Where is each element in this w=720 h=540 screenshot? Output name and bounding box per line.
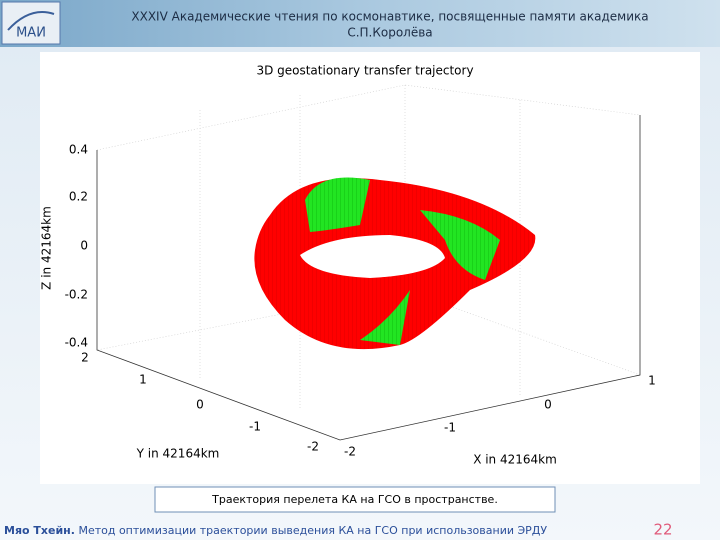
logo-arc [7, 11, 55, 31]
x-tick-label: 1 [648, 374, 656, 388]
orbit-thrust-arc [420, 210, 500, 280]
orbit-hole [300, 235, 445, 278]
x-tick-label: -2 [344, 445, 356, 459]
plot-title: 3D geostationary transfer trajectory [256, 64, 473, 78]
caption: Траектория перелета КА на ГСО в простран… [211, 493, 498, 506]
logo-text: МАИ [16, 26, 46, 41]
z-tick-label: -0.2 [65, 288, 88, 302]
header-title: XXXIV Академические чтения по космонавти… [131, 10, 648, 24]
page-number: 22 [653, 521, 672, 539]
z-axis-label: Z in 42164km [40, 206, 54, 290]
orbit-thrust-arc [360, 290, 410, 345]
tick-labels: 0.4 0.2 0 -0.2 -0.42 1 0 -1 -2 -2 -1 0 1 [65, 143, 656, 459]
y-tick-label: 1 [139, 373, 147, 387]
x-axis-label: X in 42164km [473, 453, 557, 467]
x-tick-label: 0 [544, 398, 552, 412]
x-tick-label: -1 [444, 421, 456, 435]
axes-frame [96, 115, 641, 441]
z-tick-label: 0.4 [69, 143, 88, 157]
y-tick-label: 2 [81, 351, 89, 365]
header-band [0, 0, 720, 47]
z-tick-label: -0.4 [65, 336, 88, 350]
y-tick-label: -2 [307, 440, 319, 454]
orbit-thrust-arc [305, 177, 370, 232]
z-tick-label: 0 [80, 239, 88, 253]
caption-box [154, 486, 556, 513]
footer-text: Метод оптимизации траектории выведения К… [78, 524, 547, 537]
y-tick-label: -1 [249, 420, 261, 434]
footer-author: Мяо Тхейн. [4, 524, 75, 537]
y-tick-label: 0 [196, 398, 204, 412]
header-title: С.П.Королёва [347, 26, 432, 40]
logo [1, 1, 61, 45]
z-tick-label: 0.2 [69, 190, 88, 204]
footer: Мяо Тхейн. Метод оптимизации траектории … [4, 524, 547, 537]
y-axis-label: Y in 42164km [136, 447, 220, 461]
trajectory [254, 177, 536, 350]
